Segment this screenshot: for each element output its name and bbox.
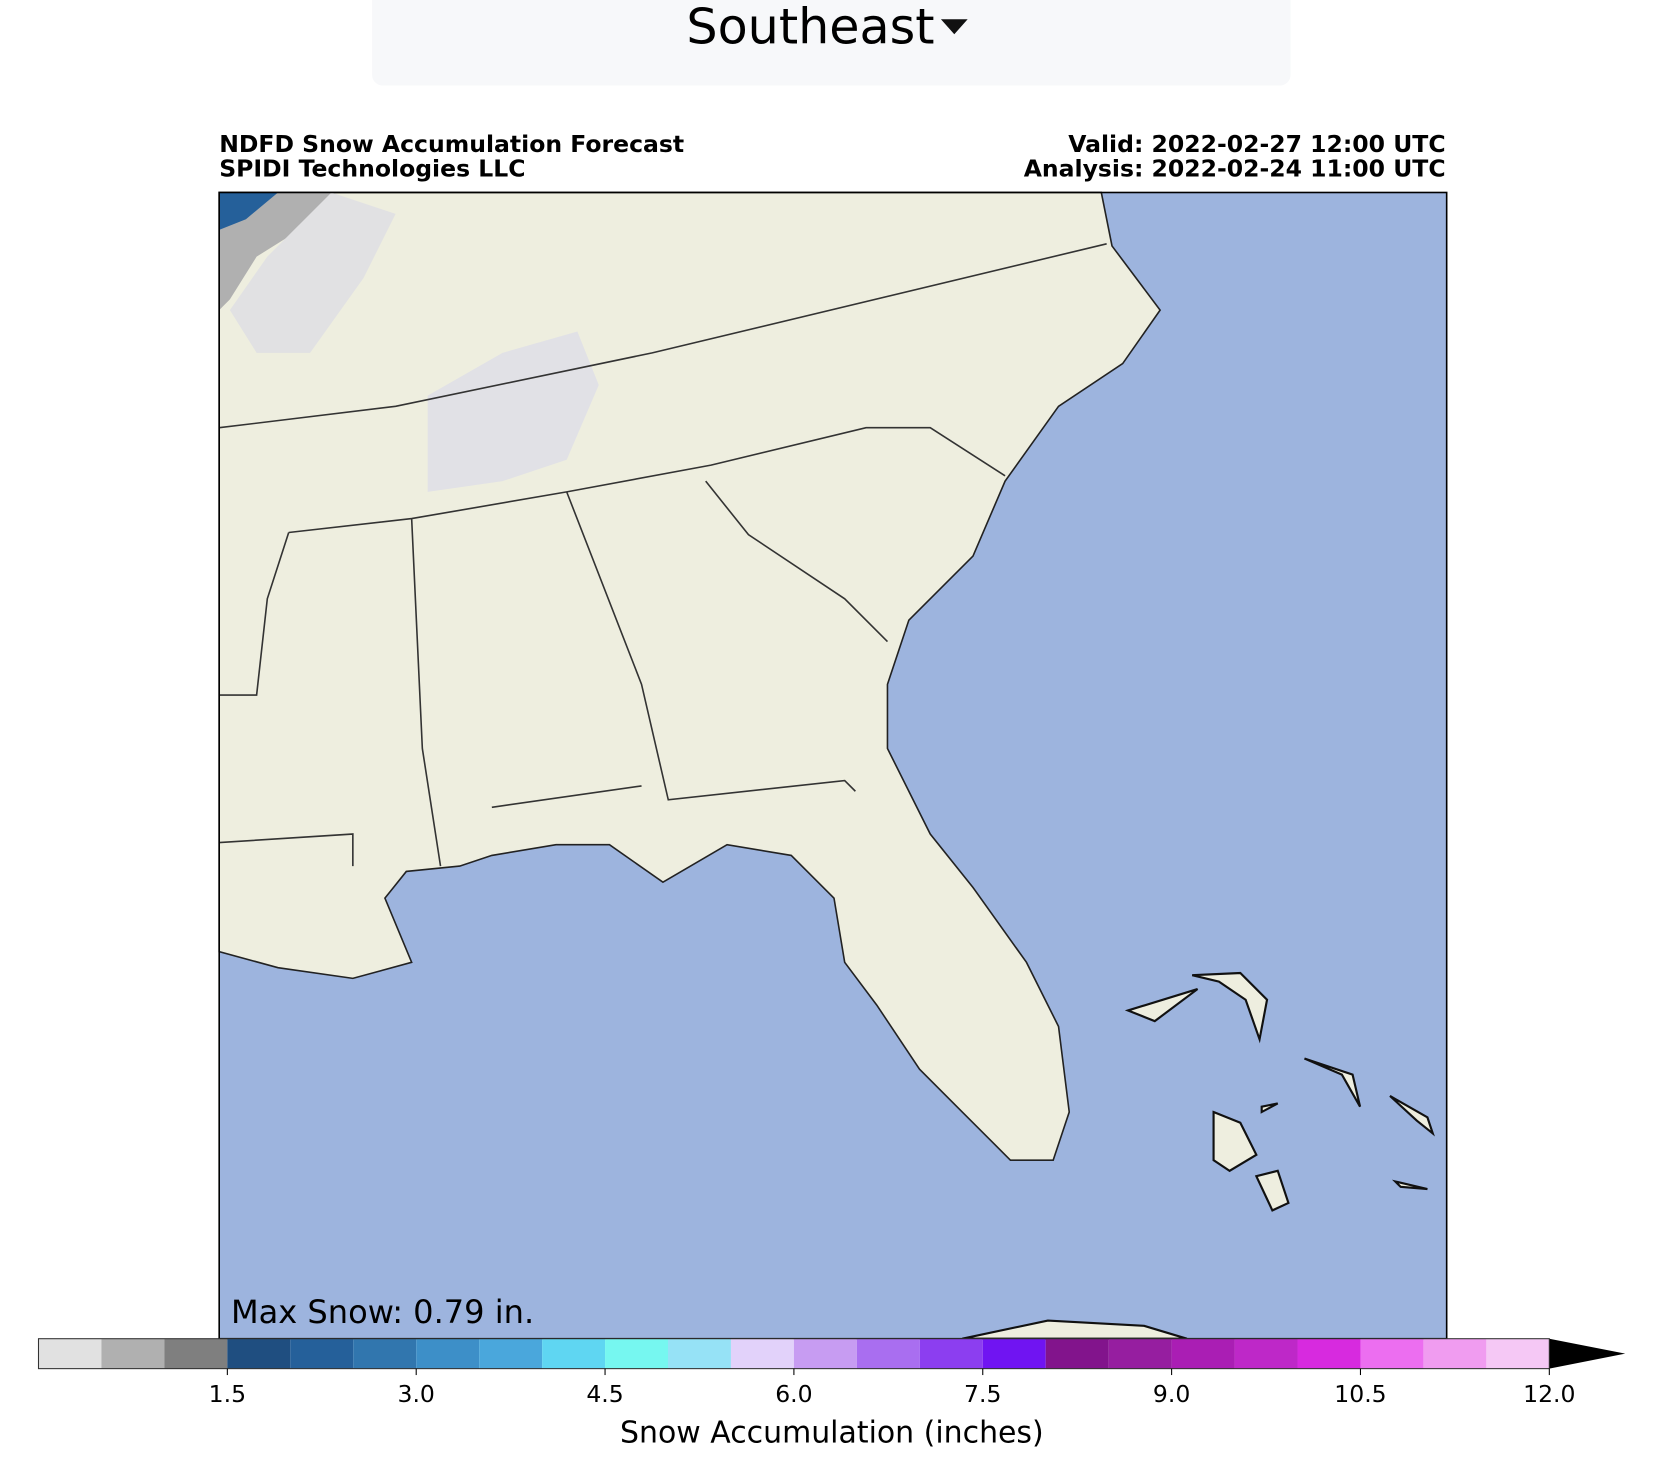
- islands: [962, 971, 1435, 1340]
- dropdown-label[interactable]: Southeast: [686, 0, 934, 55]
- colorbar-segment: [668, 1338, 731, 1369]
- colorbar-segment: [479, 1338, 543, 1369]
- valid-time: Valid: 2022-02-27 12:00 UTC: [1068, 130, 1445, 158]
- colorbar-segment: [1234, 1338, 1298, 1369]
- snow-area: [229, 192, 396, 353]
- colorbar-segment: [1486, 1338, 1550, 1369]
- state-borders: [219, 243, 1107, 867]
- colorbar-segment: [38, 1338, 102, 1369]
- colorbar-segment: [101, 1338, 165, 1369]
- colorbar-segment: [416, 1338, 480, 1369]
- colorbar-segment: [227, 1338, 291, 1369]
- colorbar-tick-label: 6.0: [775, 1380, 812, 1408]
- colorbar-segment: [542, 1338, 606, 1369]
- colorbar-segment: [982, 1338, 1046, 1369]
- colorbar-tick-label: 12.0: [1523, 1380, 1575, 1408]
- region-dropdown[interactable]: [372, 0, 1291, 86]
- colorbar-tick-label: 7.5: [964, 1380, 1001, 1408]
- colorbar-segment: [1171, 1338, 1235, 1369]
- colorbar-segment: [353, 1338, 417, 1369]
- colorbar-label: Snow Accumulation (inches): [620, 1415, 1044, 1450]
- colorbar-tick-label: 10.5: [1334, 1380, 1386, 1408]
- colorbar-tick-label: 1.5: [209, 1380, 246, 1408]
- snow-area: [219, 192, 278, 230]
- snow-area: [427, 331, 599, 492]
- map-source: SPIDI Technologies LLC: [219, 155, 525, 183]
- colorbar-tick-label: 9.0: [1153, 1380, 1190, 1408]
- colorbar-segment: [1108, 1338, 1172, 1369]
- colorbar-segment: [164, 1338, 228, 1369]
- analysis-time: Analysis: 2022-02-24 11:00 UTC: [1024, 155, 1446, 183]
- colorbar-segment: [919, 1338, 983, 1369]
- colorbar-extension: [1549, 1338, 1626, 1369]
- map: Max Snow: 0.79 in.: [218, 191, 1448, 1340]
- colorbar-segment: [1045, 1338, 1109, 1369]
- colorbar-segment: [1423, 1338, 1487, 1369]
- colorbar-segment: [605, 1338, 669, 1369]
- colorbar: 1.5 3.0 4.5 6.0 7.5 9.0 10.5 12.0: [37, 1338, 1626, 1408]
- colorbar-segment: [730, 1338, 794, 1369]
- colorbar-segment: [793, 1338, 857, 1369]
- colorbar-segment: [290, 1338, 354, 1369]
- colorbar-tick-label: 4.5: [586, 1380, 623, 1408]
- max-snow: Max Snow: 0.79 in.: [231, 1293, 534, 1331]
- dropdown-caret[interactable]: [940, 19, 968, 35]
- map-title: NDFD Snow Accumulation Forecast: [219, 130, 684, 158]
- colorbar-segment: [856, 1338, 920, 1369]
- colorbar-segment: [1360, 1338, 1424, 1369]
- colorbar-tick-label: 3.0: [397, 1380, 434, 1408]
- colorbar-segment: [1297, 1338, 1361, 1369]
